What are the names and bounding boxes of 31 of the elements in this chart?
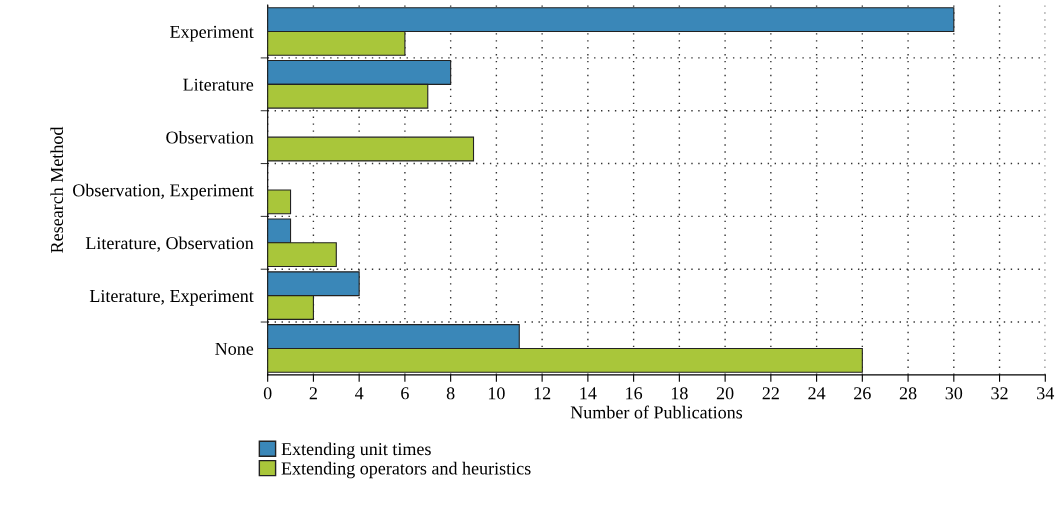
y-tick-label: Observation, Experiment	[73, 183, 254, 201]
x-tick-label: 4	[355, 387, 364, 400]
x-tick-label: 2	[309, 387, 317, 400]
y-tick-label: None	[215, 342, 254, 355]
x-tick-label: 10	[488, 387, 505, 400]
bar	[267, 136, 475, 162]
y-tick-label: Observation	[166, 130, 254, 144]
x-tick-label: 16	[626, 387, 643, 400]
bar	[267, 189, 292, 215]
legend-label: Extending unit times	[281, 442, 431, 459]
y-tick-label: Experiment	[170, 25, 254, 42]
x-tick-label: 20	[716, 387, 734, 400]
x-axis-title: Number of Publications	[570, 405, 743, 419]
x-tick-label: 30	[945, 387, 963, 400]
x-tick-label: 32	[991, 387, 1008, 400]
x-tick-label: 34	[1037, 387, 1055, 400]
x-tick-label: 24	[808, 387, 826, 400]
x-tick-label: 8	[446, 387, 455, 400]
x-tick-label: 28	[899, 387, 917, 400]
x-tick-label: 6	[401, 387, 409, 400]
y-tick-label: Literature	[183, 78, 254, 91]
x-tick-label: 22	[762, 387, 779, 400]
x-tick-label: 26	[854, 387, 871, 400]
y-axis-title: Research Method	[50, 126, 64, 253]
x-tick-label: 18	[671, 387, 688, 400]
y-tick-label: Literature, Observation	[85, 236, 254, 252]
x-tick-label: 14	[580, 387, 597, 400]
legend-label: Extending operators and heuristics	[281, 461, 531, 479]
x-tick-label: 12	[534, 387, 551, 400]
x-tick-label: 0	[263, 387, 272, 400]
y-tick-label: Literature, Experiment	[89, 289, 254, 306]
